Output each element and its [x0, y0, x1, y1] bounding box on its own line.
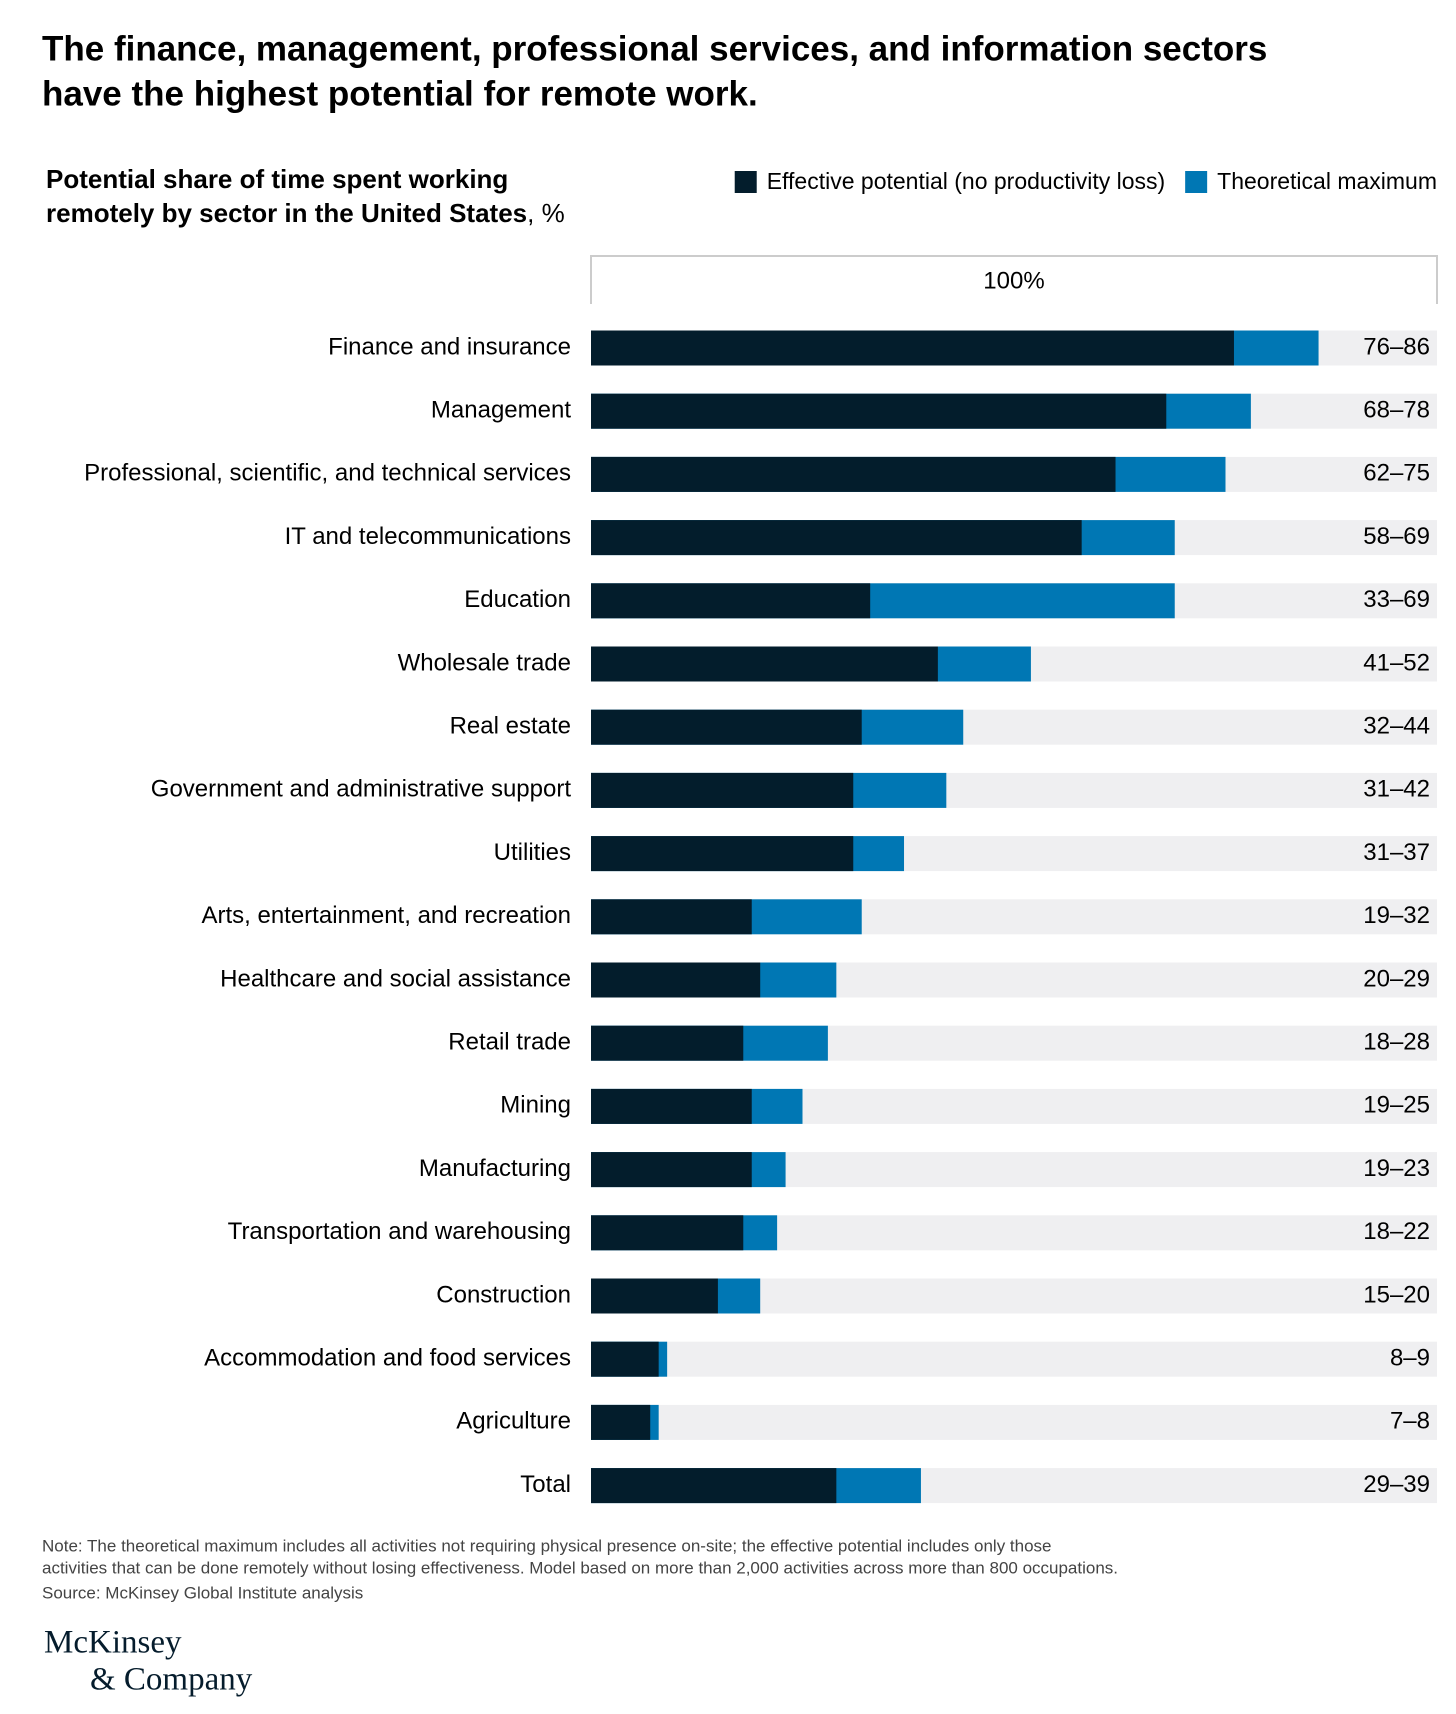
note: activities that can be done remotely wit…: [42, 1558, 1118, 1577]
subtitle: remotely by sector in the United States,…: [46, 198, 565, 228]
note: Note: The theoretical maximum includes a…: [42, 1536, 1052, 1555]
y-tick-label: Accommodation and food services: [204, 1345, 571, 1372]
bar: [591, 962, 761, 998]
y-tick-label: Wholesale trade: [398, 649, 571, 676]
bar: [591, 899, 752, 935]
bar: [591, 456, 1116, 492]
value-label: 31–37: [1363, 839, 1430, 866]
bar: [591, 393, 1167, 429]
y-tick-label: IT and telecommunications: [285, 523, 571, 550]
y-tick-label: Agriculture: [456, 1408, 571, 1435]
value-label: 20–29: [1363, 965, 1430, 992]
y-tick-label: Finance and insurance: [328, 333, 571, 360]
bar-track: [591, 1341, 1437, 1377]
y-tick-label: Education: [464, 586, 571, 613]
bar: [591, 1468, 837, 1504]
bar: [591, 583, 871, 619]
bar: [591, 1025, 744, 1061]
bar: [591, 1088, 752, 1124]
bar: [591, 1152, 752, 1188]
value-label: 29–39: [1363, 1471, 1430, 1498]
logo: McKinsey: [44, 1625, 182, 1661]
value-label: 19–32: [1363, 902, 1430, 929]
legend-label: Effective potential (no productivity los…: [767, 168, 1165, 194]
value-label: 33–69: [1363, 586, 1430, 613]
bar: [591, 772, 854, 808]
value-label: 19–23: [1363, 1155, 1430, 1182]
value-label: 58–69: [1363, 523, 1430, 550]
subtitle-unit: , %: [527, 198, 565, 228]
y-tick-label: Retail trade: [448, 1029, 571, 1056]
subtitle: Potential share of time spent working: [46, 164, 508, 194]
scale-bracket: [590, 255, 1438, 304]
bar: [591, 836, 854, 872]
value-label: 18–28: [1363, 1029, 1430, 1056]
legend-swatch: [734, 171, 757, 193]
value-label: 32–44: [1363, 713, 1430, 740]
bar: [591, 520, 1082, 556]
logo: & Company: [90, 1662, 253, 1698]
y-tick-label: Transportation and warehousing: [228, 1218, 571, 1245]
bar: [591, 1278, 718, 1314]
y-tick-label: Arts, entertainment, and recreation: [201, 902, 571, 929]
legend-swatch: [1185, 171, 1208, 193]
y-tick-label: Real estate: [450, 713, 571, 740]
y-tick-label: Construction: [436, 1281, 571, 1308]
value-label: 18–22: [1363, 1218, 1430, 1245]
bar: [591, 646, 938, 682]
bar: [591, 1341, 659, 1377]
bar: [591, 1215, 744, 1251]
value-label: 76–86: [1363, 333, 1430, 360]
value-label: 15–20: [1363, 1281, 1430, 1308]
source: Source: McKinsey Global Institute analys…: [42, 1583, 363, 1602]
value-label: 7–8: [1390, 1408, 1430, 1435]
bar: [591, 1404, 651, 1440]
y-tick-label: Government and administrative support: [151, 776, 572, 803]
y-tick-label: Utilities: [494, 839, 571, 866]
y-tick-label: Healthcare and social assistance: [220, 965, 571, 992]
value-label: 68–78: [1363, 397, 1430, 424]
legend-label: Theoretical maximum: [1217, 168, 1437, 194]
y-tick-label: Mining: [500, 1092, 571, 1119]
value-label: 41–52: [1363, 649, 1430, 676]
scale-label: 100%: [983, 267, 1044, 294]
bar: [591, 709, 862, 745]
chart-title: have the highest potential for remote wo…: [42, 74, 758, 113]
value-label: 8–9: [1390, 1345, 1430, 1372]
subtitle: remotely by sector in the United States: [46, 198, 527, 228]
value-label: 62–75: [1363, 460, 1430, 487]
y-tick-label: Professional, scientific, and technical …: [84, 460, 571, 487]
bar: [591, 330, 1234, 366]
y-tick-label: Manufacturing: [419, 1155, 571, 1182]
y-tick-label: Total: [520, 1471, 571, 1498]
y-tick-label: Management: [431, 397, 571, 424]
chart-title: The finance, management, professional se…: [42, 29, 1267, 68]
value-label: 19–25: [1363, 1092, 1430, 1119]
value-label: 31–42: [1363, 776, 1430, 803]
bar-track: [591, 1404, 1437, 1440]
